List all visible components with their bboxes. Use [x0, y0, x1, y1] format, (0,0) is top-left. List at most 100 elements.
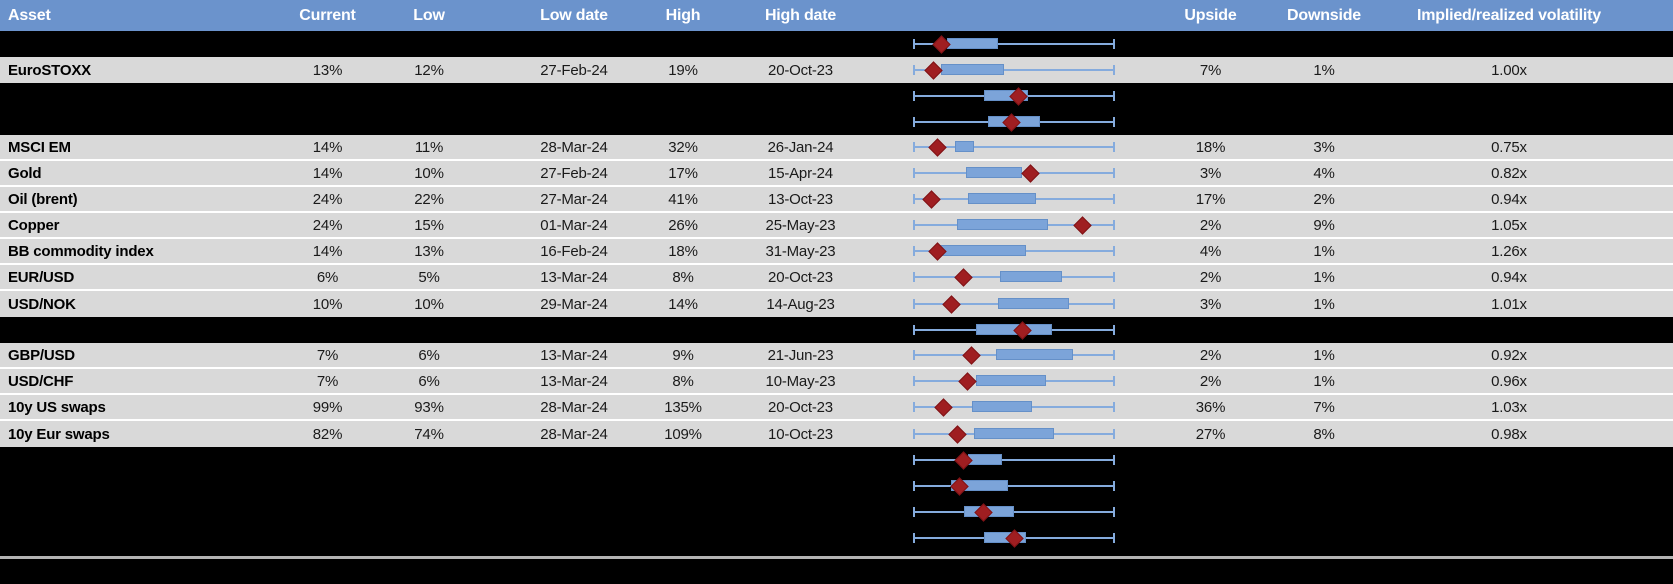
redacted-row: [0, 31, 1673, 57]
cell-low: 12%: [414, 61, 444, 79]
cell-downside: 7%: [1313, 398, 1335, 416]
current-marker-diamond: [921, 189, 941, 209]
header-cell-implied-realized-vol: Implied/realized volatility: [1417, 6, 1601, 24]
cell-range-plot: [860, 291, 1128, 317]
cell-range-plot: [860, 187, 1128, 211]
whisker-cap-right: [1113, 299, 1115, 309]
current-marker-diamond: [928, 137, 947, 157]
header-cell-low: Low: [413, 6, 445, 24]
header-cell-low-date: Low date: [540, 6, 608, 24]
cell-high: 8%: [672, 268, 694, 286]
cell-implied-realized-vol: 0.94x: [1491, 268, 1527, 286]
whisker-cap-right: [1113, 65, 1115, 75]
cell-downside: 9%: [1313, 216, 1335, 234]
range-box: [995, 349, 1073, 360]
cell-implied-realized-vol: 1.03x: [1491, 398, 1527, 416]
whisker-cap-right: [1113, 350, 1115, 360]
cell-low-date: 29-Mar-24: [540, 295, 608, 313]
cell-high: 17%: [668, 164, 698, 182]
cell-low-date: 01-Mar-24: [540, 216, 608, 234]
whisker-cap-right: [1113, 91, 1115, 101]
table-row: Copper 24% 15% 01-Mar-24 26% 25-May-23 2% 9% 1.0…: [0, 213, 1673, 239]
range-box: [955, 141, 974, 152]
current-marker-diamond: [942, 294, 961, 314]
current-marker-diamond: [934, 397, 953, 417]
cell-asset: Copper: [8, 216, 60, 234]
cell-high: 41%: [668, 190, 698, 208]
whisker-cap-left: [913, 194, 915, 204]
cell-low: 74%: [414, 425, 444, 443]
cell-downside: 1%: [1313, 346, 1335, 364]
spacer-cell-range-plot: [860, 473, 1128, 499]
cell-downside: 1%: [1313, 61, 1335, 79]
cell-downside: 1%: [1313, 372, 1335, 390]
whisker-cap-right: [1113, 533, 1115, 543]
whisker-cap-left: [913, 168, 915, 178]
cell-implied-realized-vol: 0.82x: [1491, 164, 1527, 182]
spacer-cell-range-plot: [860, 499, 1128, 525]
whisker-line: [913, 146, 1115, 148]
cell-downside: 8%: [1313, 425, 1335, 443]
cell-low: 22%: [414, 190, 444, 208]
whisker-cap-left: [913, 299, 915, 309]
header-cell-range-plot: [860, 0, 1128, 31]
current-marker-diamond: [962, 345, 981, 365]
current-marker-diamond: [923, 60, 943, 80]
cell-upside: 18%: [1195, 138, 1226, 156]
cell-implied-realized-vol: 1.26x: [1491, 242, 1527, 260]
cell-high-date: 14-Aug-23: [766, 295, 835, 313]
cell-current: 14%: [312, 138, 343, 156]
whisker-cap-left: [913, 533, 915, 543]
cell-asset: USD/CHF: [8, 372, 74, 390]
whisker-cap-left: [913, 272, 915, 282]
whisker-cap-right: [1113, 142, 1115, 152]
cell-low-date: 28-Mar-24: [540, 398, 608, 416]
spacer-cell-range-plot: [860, 31, 1128, 57]
redacted-row: [0, 83, 1673, 109]
cell-low-date: 28-Mar-24: [540, 138, 608, 156]
cell-upside: 2%: [1199, 216, 1222, 234]
whisker-cap-right: [1113, 39, 1115, 49]
cell-low: 10%: [414, 164, 444, 182]
cell-implied-realized-vol: 0.98x: [1491, 425, 1527, 443]
cell-current: 82%: [312, 425, 343, 443]
whisker-cap-right: [1113, 429, 1115, 439]
spacer-cell-range-plot: [860, 447, 1128, 473]
whisker-cap-left: [913, 117, 915, 127]
cell-asset: 10y Eur swaps: [8, 425, 110, 443]
cell-high: 135%: [664, 398, 702, 416]
whisker-cap-left: [913, 246, 915, 256]
whisker-line: [913, 485, 1115, 487]
cell-upside: 3%: [1199, 295, 1222, 313]
spacer-cell-range-plot: [860, 109, 1128, 135]
cell-high: 14%: [668, 295, 698, 313]
whisker-cap-left: [913, 429, 915, 439]
cell-low-date: 13-Mar-24: [540, 372, 608, 390]
redacted-row: [0, 473, 1673, 499]
header-cell-downside: Downside: [1287, 6, 1361, 24]
cell-high: 109%: [664, 425, 702, 443]
whisker-line: [913, 511, 1115, 513]
cell-asset: BB commodity index: [8, 242, 154, 260]
cell-downside: 1%: [1313, 295, 1335, 313]
whisker-cap-right: [1113, 507, 1115, 517]
table-row: BB commodity index 14% 13% 16-Feb-24 18% 31-M…: [0, 239, 1673, 265]
whisker-line: [913, 459, 1115, 461]
cell-range-plot: [860, 369, 1128, 393]
cell-low: 6%: [418, 346, 440, 364]
cell-upside: 3%: [1199, 164, 1222, 182]
whisker-cap-left: [913, 325, 915, 335]
cell-current: 10%: [312, 295, 343, 313]
cell-high-date: 10-Oct-23: [768, 425, 833, 443]
cell-current: 6%: [316, 268, 339, 286]
whisker-line: [913, 43, 1115, 45]
cell-range-plot: [860, 239, 1128, 263]
cell-upside: 2%: [1199, 346, 1222, 364]
range-box: [983, 90, 1029, 101]
cell-high-date: 31-May-23: [765, 242, 836, 260]
cell-asset: 10y US swaps: [8, 398, 106, 416]
range-box: [997, 298, 1069, 309]
table-row: Gold 14% 10% 27-Feb-24 17% 15-Apr-24 3% 4% 0.82x: [0, 161, 1673, 187]
cell-low: 13%: [414, 242, 444, 260]
whisker-cap-left: [913, 39, 915, 49]
